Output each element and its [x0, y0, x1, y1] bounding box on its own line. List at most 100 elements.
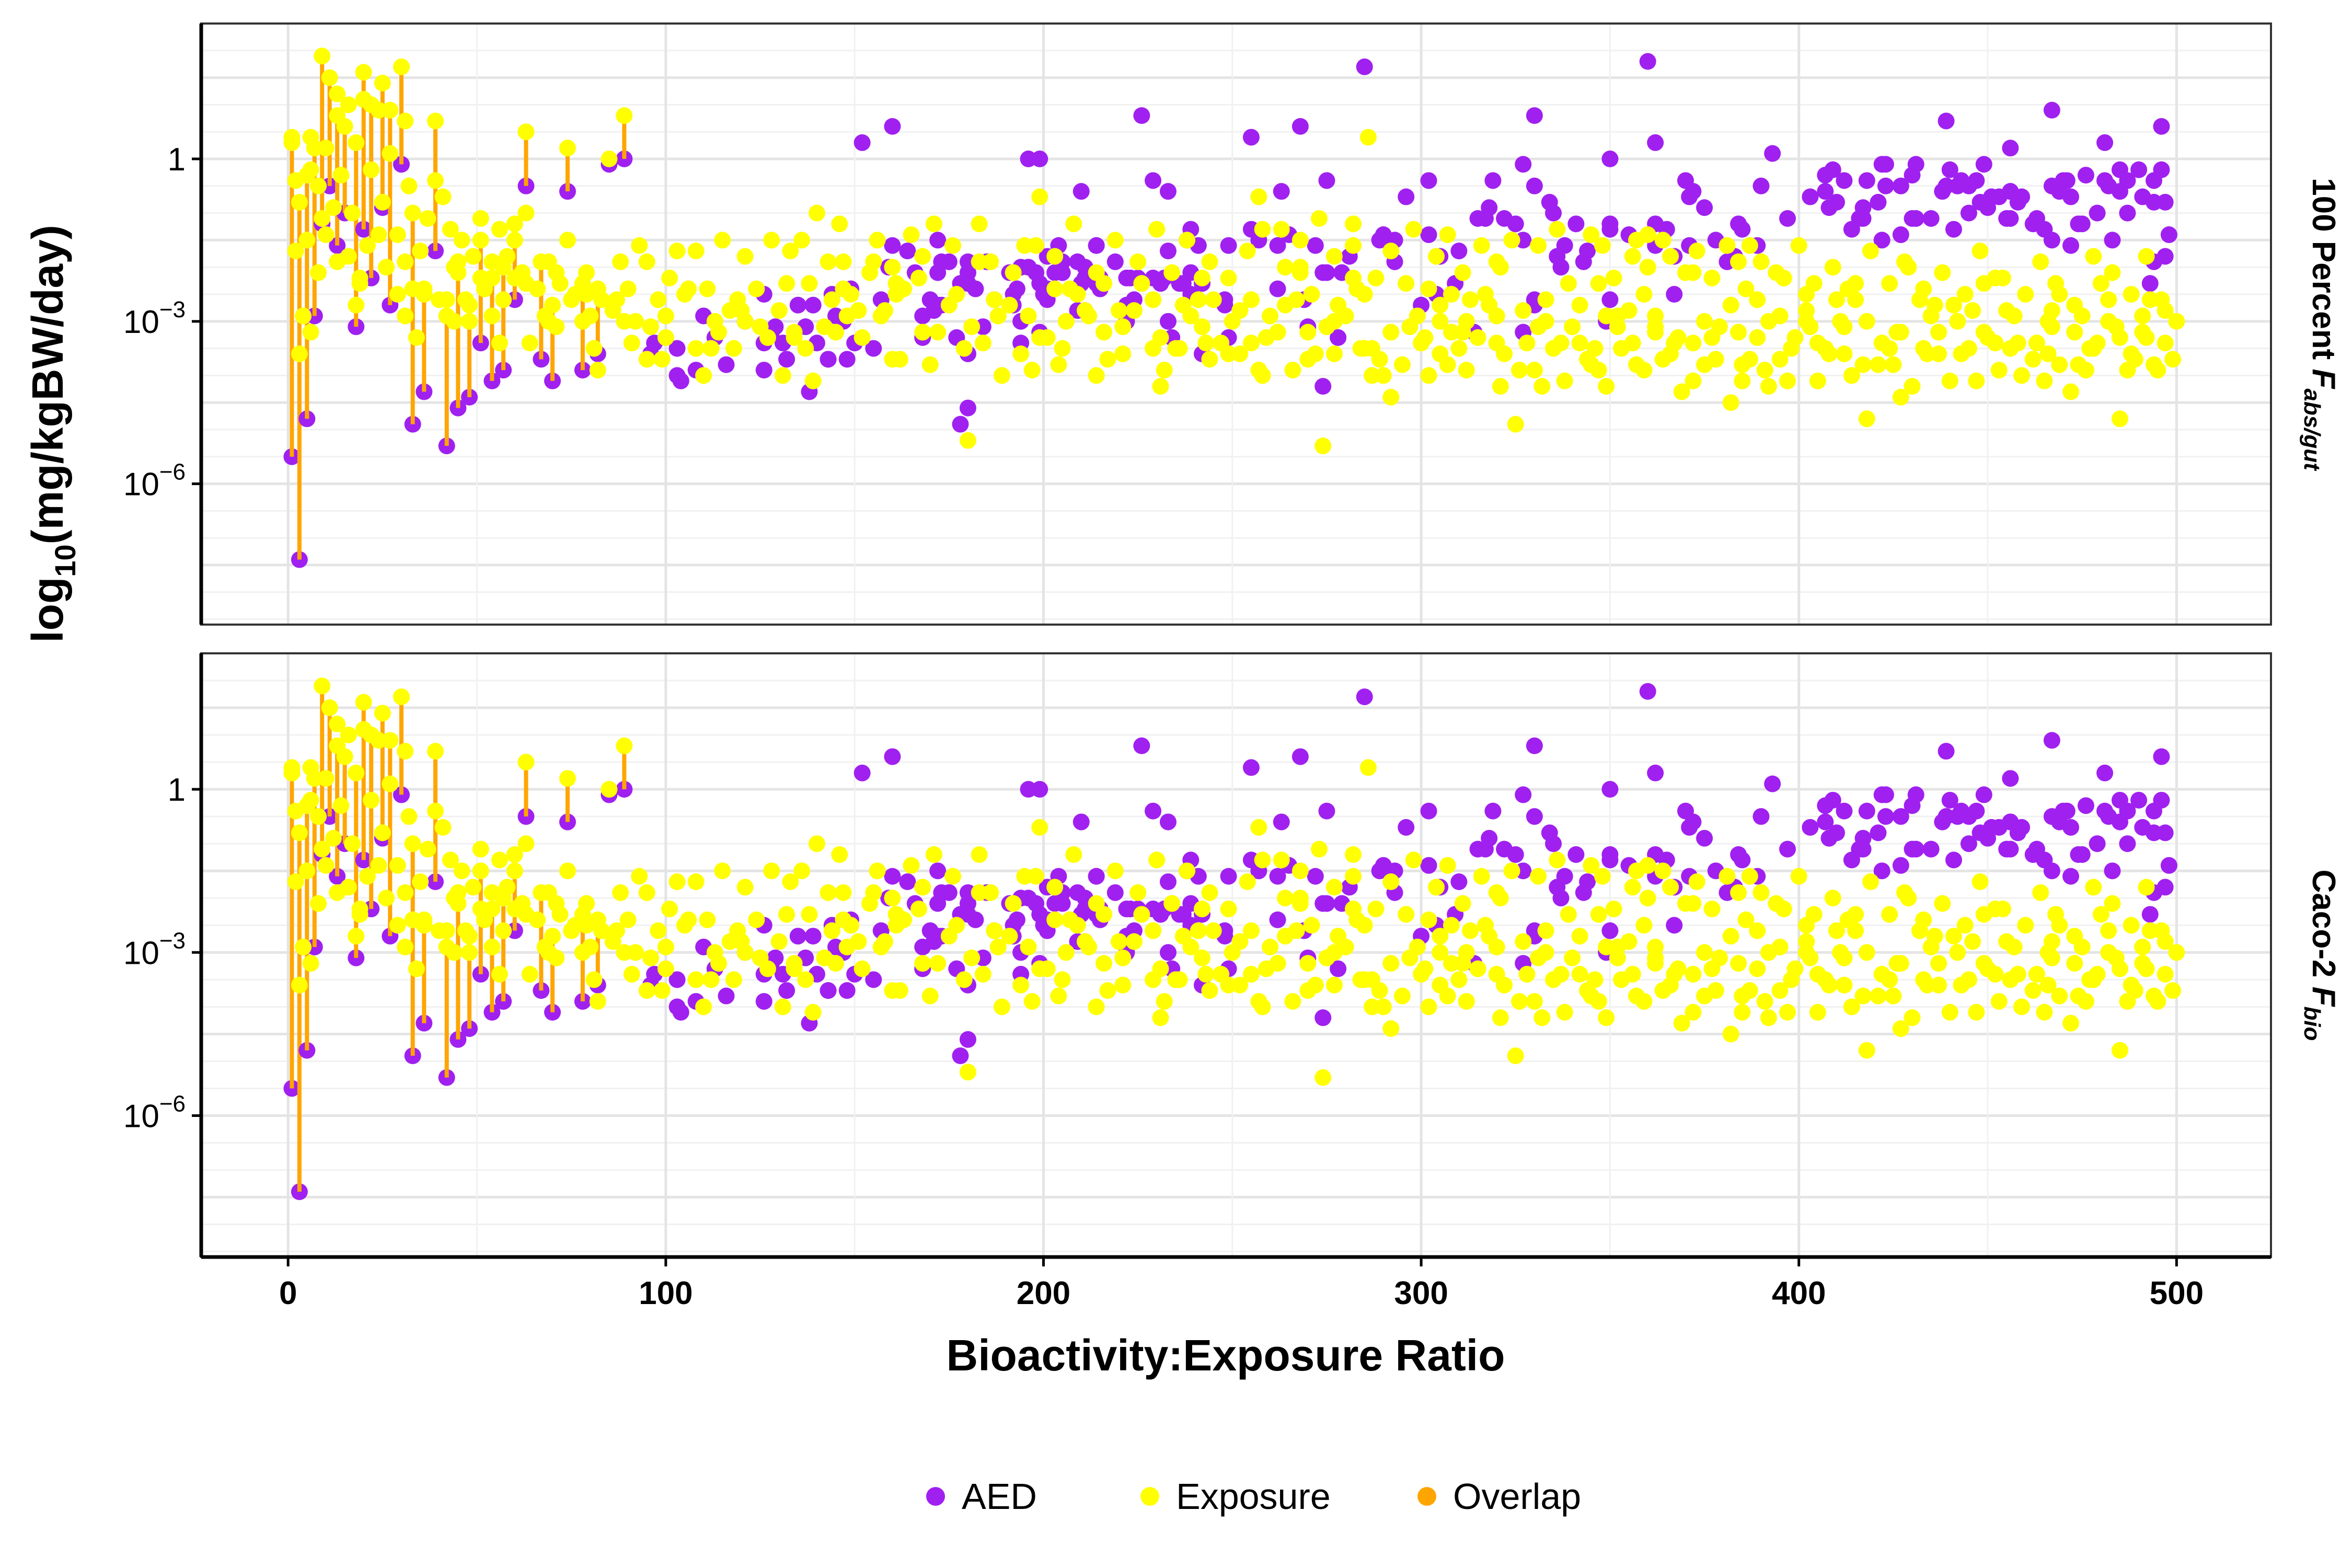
exposure-point — [963, 949, 981, 966]
exposure-point — [1310, 210, 1328, 227]
exposure-point — [1152, 960, 1169, 977]
exposure-point — [944, 237, 962, 254]
exposure-point — [434, 818, 452, 836]
aed-point — [1220, 868, 1237, 885]
exposure-point — [1046, 879, 1064, 896]
exposure-point — [1560, 906, 1577, 923]
exposure-point — [668, 243, 686, 260]
x-axis-title: Bioactivity:Exposure Ratio — [947, 1331, 1505, 1380]
exposure-point — [302, 955, 319, 972]
exposure-point — [465, 248, 482, 265]
exposure-point — [1802, 949, 1819, 966]
exposure-point — [1870, 356, 1887, 373]
exposure-point — [1427, 879, 1445, 896]
exposure-point — [529, 911, 546, 928]
exposure-point — [419, 840, 436, 858]
exposure-point — [298, 862, 316, 880]
exposure-point — [412, 873, 429, 891]
exposure-point — [1518, 965, 1536, 983]
exposure-point — [1023, 993, 1041, 1010]
aed-point — [1088, 237, 1105, 254]
exposure-point — [1114, 949, 1132, 966]
exposure-point — [1998, 933, 2015, 950]
aed-point — [2043, 232, 2060, 249]
aed-point — [838, 982, 856, 999]
exposure-point — [1564, 318, 1581, 336]
exposure-point — [1828, 291, 1845, 308]
overlap-exposure-point — [291, 824, 308, 841]
exposure-point — [1571, 965, 1588, 983]
exposure-point — [1915, 280, 1932, 297]
exposure-point — [1096, 324, 1113, 341]
exposure-point — [1250, 818, 1267, 836]
aed-point — [1541, 193, 1558, 211]
exposure-point — [2028, 335, 2045, 352]
exposure-point — [1356, 340, 1373, 357]
exposure-point — [2039, 976, 2057, 994]
exposure-point — [1530, 868, 1547, 885]
exposure-point — [929, 955, 947, 972]
exposure-point — [1114, 318, 1132, 336]
aed-point — [899, 873, 916, 891]
exposure-point — [1488, 884, 1505, 901]
exposure-point — [695, 367, 712, 384]
aed-point — [1420, 226, 1437, 244]
aed-point — [1330, 329, 1347, 346]
exposure-point — [1892, 388, 1909, 406]
exposure-point — [1420, 367, 1437, 384]
aed-point — [755, 362, 773, 379]
exposure-point — [1356, 286, 1373, 303]
exposure-point — [340, 96, 357, 113]
exposure-point — [1242, 965, 1260, 983]
exposure-point — [2043, 302, 2060, 319]
aed-point — [1145, 802, 1162, 820]
exposure-point — [578, 286, 595, 303]
exposure-point — [986, 922, 1003, 939]
exposure-point — [823, 291, 840, 308]
aed-point — [1877, 808, 1894, 825]
exposure-point — [1741, 237, 1758, 254]
exposure-point — [1375, 367, 1392, 384]
exposure-point — [1930, 324, 1947, 341]
aed-point — [959, 906, 976, 923]
exposure-point — [1790, 868, 1807, 885]
exposure-point — [1114, 976, 1132, 994]
exposure-point — [959, 432, 976, 449]
exposure-point — [1828, 922, 1845, 939]
exposure-point — [344, 204, 361, 222]
exposure-point — [1722, 394, 1739, 411]
exposure-point — [1556, 372, 1573, 389]
exposure-point — [925, 215, 942, 233]
exposure-point — [725, 971, 742, 988]
aed-point — [1133, 107, 1150, 124]
exposure-point — [714, 232, 731, 249]
exposure-point — [1960, 340, 1977, 357]
exposure-point — [1156, 993, 1173, 1010]
exposure-point — [1688, 243, 1705, 260]
overlap-exposure-point — [472, 232, 489, 249]
exposure-point — [332, 167, 350, 184]
exposure-point — [1873, 965, 1890, 983]
exposure-point — [1854, 356, 1872, 373]
exposure-point — [1753, 253, 1770, 270]
aed-point — [1836, 802, 1853, 820]
aed-point — [1934, 183, 1951, 200]
aed-point — [1601, 846, 1619, 863]
overlap-exposure-point — [321, 69, 338, 86]
legend: AED Exposure Overlap — [926, 1476, 1581, 1517]
exposure-point — [453, 862, 470, 880]
exposure-point — [1039, 329, 1056, 346]
exposure-point — [1885, 987, 1902, 1005]
exposure-point — [2111, 1042, 2128, 1059]
exposure-point — [517, 835, 535, 852]
exposure-point — [699, 280, 716, 297]
aed-point — [1507, 215, 1524, 233]
aed-point — [1292, 748, 1309, 765]
exposure-point — [903, 226, 920, 244]
aed-point — [2096, 134, 2114, 151]
exposure-point — [2085, 248, 2102, 265]
exposure-point — [514, 264, 531, 281]
exposure-point — [1598, 938, 1615, 955]
exposure-point — [1669, 960, 1687, 977]
exposure-point — [1231, 345, 1249, 362]
